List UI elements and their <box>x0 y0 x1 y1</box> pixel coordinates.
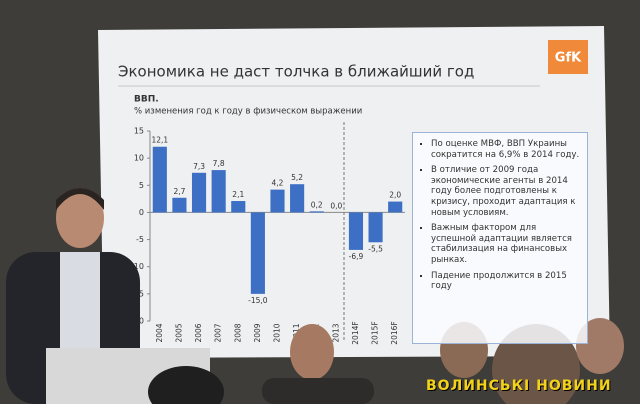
subtitle: ВВП. <box>134 95 159 105</box>
x-tick-label: 2007 <box>214 323 223 342</box>
bar <box>172 197 187 213</box>
value-label: 7,8 <box>213 159 225 168</box>
value-label: -15,0 <box>248 296 268 305</box>
x-tick-label: 2009 <box>253 323 262 342</box>
x-tick-label: 2013 <box>331 323 340 342</box>
bar <box>368 212 383 243</box>
bar <box>211 170 226 213</box>
x-tick-label: 2006 <box>194 323 203 342</box>
value-label: 2,0 <box>389 191 401 200</box>
value-label: 2,1 <box>232 190 244 199</box>
audience-head <box>290 324 334 380</box>
logo: GfK <box>555 51 582 66</box>
value-label: 12,1 <box>151 136 168 145</box>
x-tick-label: 2015F <box>371 321 380 344</box>
value-label: 7,3 <box>193 162 205 171</box>
value-label: -6,9 <box>349 252 364 261</box>
y-tick-label: 0 <box>139 208 144 217</box>
bullet: Падение продолжится в 2015 году <box>431 271 581 292</box>
speaker-head <box>56 188 104 248</box>
bar <box>231 201 246 213</box>
value-label: 2,7 <box>173 187 185 196</box>
bar <box>270 189 285 213</box>
bullet-box: По оценке МВФ, ВВП Украины сократится на… <box>412 132 588 344</box>
audience-head <box>492 324 580 404</box>
bar <box>388 201 403 213</box>
value-label: -5,5 <box>368 244 383 253</box>
bullet: Важным фактором для успешной адаптации я… <box>431 223 581 265</box>
x-tick-label: 2005 <box>174 323 183 342</box>
logo-box <box>548 40 588 74</box>
bar <box>309 211 324 213</box>
speaker-hair <box>56 188 104 210</box>
x-tick-label: 2008 <box>233 323 242 342</box>
y-tick-label: -5 <box>136 235 144 244</box>
bar <box>290 184 305 213</box>
x-tick-label: 2014F <box>351 321 360 344</box>
x-tick-label: 2010 <box>273 323 282 342</box>
watermark: ВОЛИНСЬКІ НОВИНИ <box>426 378 612 394</box>
y-tick-label: 15 <box>134 127 144 136</box>
speaker-shirt <box>60 252 100 362</box>
bar <box>152 146 167 213</box>
value-label: 5,2 <box>291 173 303 182</box>
audience-head <box>576 318 624 374</box>
bullet: В отличие от 2009 года экономические аге… <box>431 165 581 218</box>
audience-head <box>148 366 224 404</box>
chart-title: Экономика не даст толчка в ближайший год <box>118 63 474 81</box>
y-tick-label: 10 <box>134 154 144 163</box>
y-tick-label: 5 <box>139 181 144 190</box>
bar <box>348 212 364 250</box>
bar <box>191 172 207 213</box>
y-tick-label: -10 <box>131 262 144 271</box>
bar <box>250 212 265 294</box>
bullet-list: По оценке МВФ, ВВП Украины сократится на… <box>421 139 581 292</box>
value-label: 0,0 <box>330 201 342 210</box>
value-label: 4,2 <box>272 179 284 188</box>
x-tick-label: 2004 <box>155 323 164 342</box>
axis-label: % изменения год к году в физическом выра… <box>134 107 362 117</box>
x-tick-label: 2016F <box>390 321 399 344</box>
value-label: 0,2 <box>311 200 323 209</box>
bullet: По оценке МВФ, ВВП Украины сократится на… <box>431 139 581 160</box>
audience-body <box>262 378 374 404</box>
